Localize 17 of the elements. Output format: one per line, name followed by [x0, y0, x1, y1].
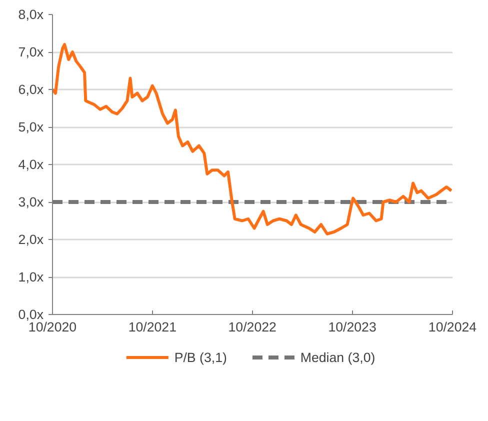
- y-tick-label: 8,0x: [18, 7, 44, 22]
- y-tick-label: 4,0x: [18, 157, 44, 172]
- y-tick-label: 6,0x: [18, 82, 44, 97]
- y-tick-label: 7,0x: [18, 44, 44, 60]
- y-tick-label: 5,0x: [18, 120, 44, 134]
- legend-label: Median (3,0): [300, 350, 376, 365]
- x-tick-label: 10/2024: [428, 320, 478, 334]
- y-tick-label: 2,0x: [18, 232, 44, 247]
- y-tick-label: 1,0x: [18, 270, 44, 284]
- x-tick-label: 10/2023: [328, 320, 376, 334]
- x-tick-label: 10/2021: [128, 320, 177, 334]
- line-series: [52, 43, 452, 236]
- x-tick-label: 10/2020: [28, 320, 77, 334]
- legend-label: P/B (3,1): [174, 350, 227, 365]
- y-tick-label: 3,0x: [18, 194, 44, 210]
- y-tick-label: 0,0x: [18, 307, 44, 322]
- x-tick-label: 10/2022: [228, 320, 276, 334]
